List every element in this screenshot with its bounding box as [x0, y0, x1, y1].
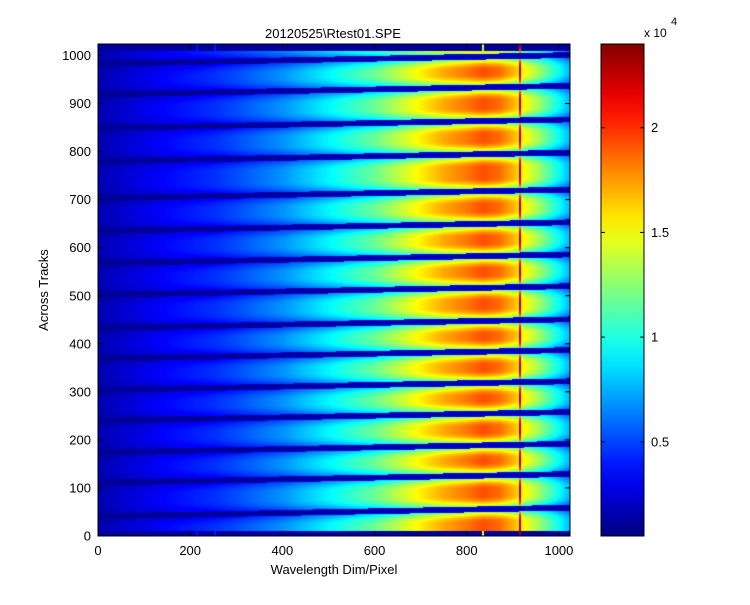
- x-tick-label: 1000: [544, 543, 573, 558]
- y-tick-label: 1000: [62, 48, 91, 63]
- y-tick-label: 100: [69, 480, 91, 495]
- y-tick-label: 300: [69, 384, 91, 399]
- colorbar-ticks: 0.5 1 1.5 2: [601, 120, 669, 449]
- colorbar: 0.5 1 1.5 2 x 10 4: [600, 16, 677, 537]
- colorbar-multiplier-base: x 10: [644, 26, 667, 40]
- y-axis: 0 100 200 300 400 500 600 700 800 900 1000: [62, 48, 570, 544]
- y-axis-label: Across Tracks: [36, 249, 51, 331]
- colorbar-multiplier-exponent: 4: [671, 16, 677, 28]
- y-tick-label: 400: [69, 336, 91, 351]
- y-tick-label: 800: [69, 144, 91, 159]
- heatmap-plot-area: [97, 43, 571, 537]
- y-tick-label: 700: [69, 192, 91, 207]
- y-tick-label: 600: [69, 240, 91, 255]
- colorbar-tick-label: 1.5: [651, 225, 669, 240]
- colorbar-tick-label: 1: [651, 330, 658, 345]
- y-tick-label: 0: [84, 529, 91, 544]
- x-tick-label: 600: [364, 543, 386, 558]
- y-tick-label: 500: [69, 288, 91, 303]
- x-axis-label: Wavelength Dim/Pixel: [271, 562, 398, 577]
- x-axis: 0 200 400 600 800 1000: [94, 44, 573, 558]
- x-tick-label: 800: [456, 543, 478, 558]
- y-tick-label: 200: [69, 432, 91, 447]
- colorbar-multiplier: x 10 4: [644, 16, 677, 40]
- colorbar-tick-label: 0.5: [651, 434, 669, 449]
- plot-frame: [97, 43, 571, 537]
- heatmap-image: [98, 44, 570, 536]
- x-tick-label: 0: [94, 543, 101, 558]
- colorbar-tick-label: 2: [651, 120, 658, 135]
- x-tick-label: 200: [179, 543, 201, 558]
- chart-title: 20120525\Rtest01.SPE: [265, 26, 401, 41]
- x-tick-label: 400: [272, 543, 294, 558]
- y-tick-label: 900: [69, 96, 91, 111]
- colorbar-gradient: [600, 43, 645, 537]
